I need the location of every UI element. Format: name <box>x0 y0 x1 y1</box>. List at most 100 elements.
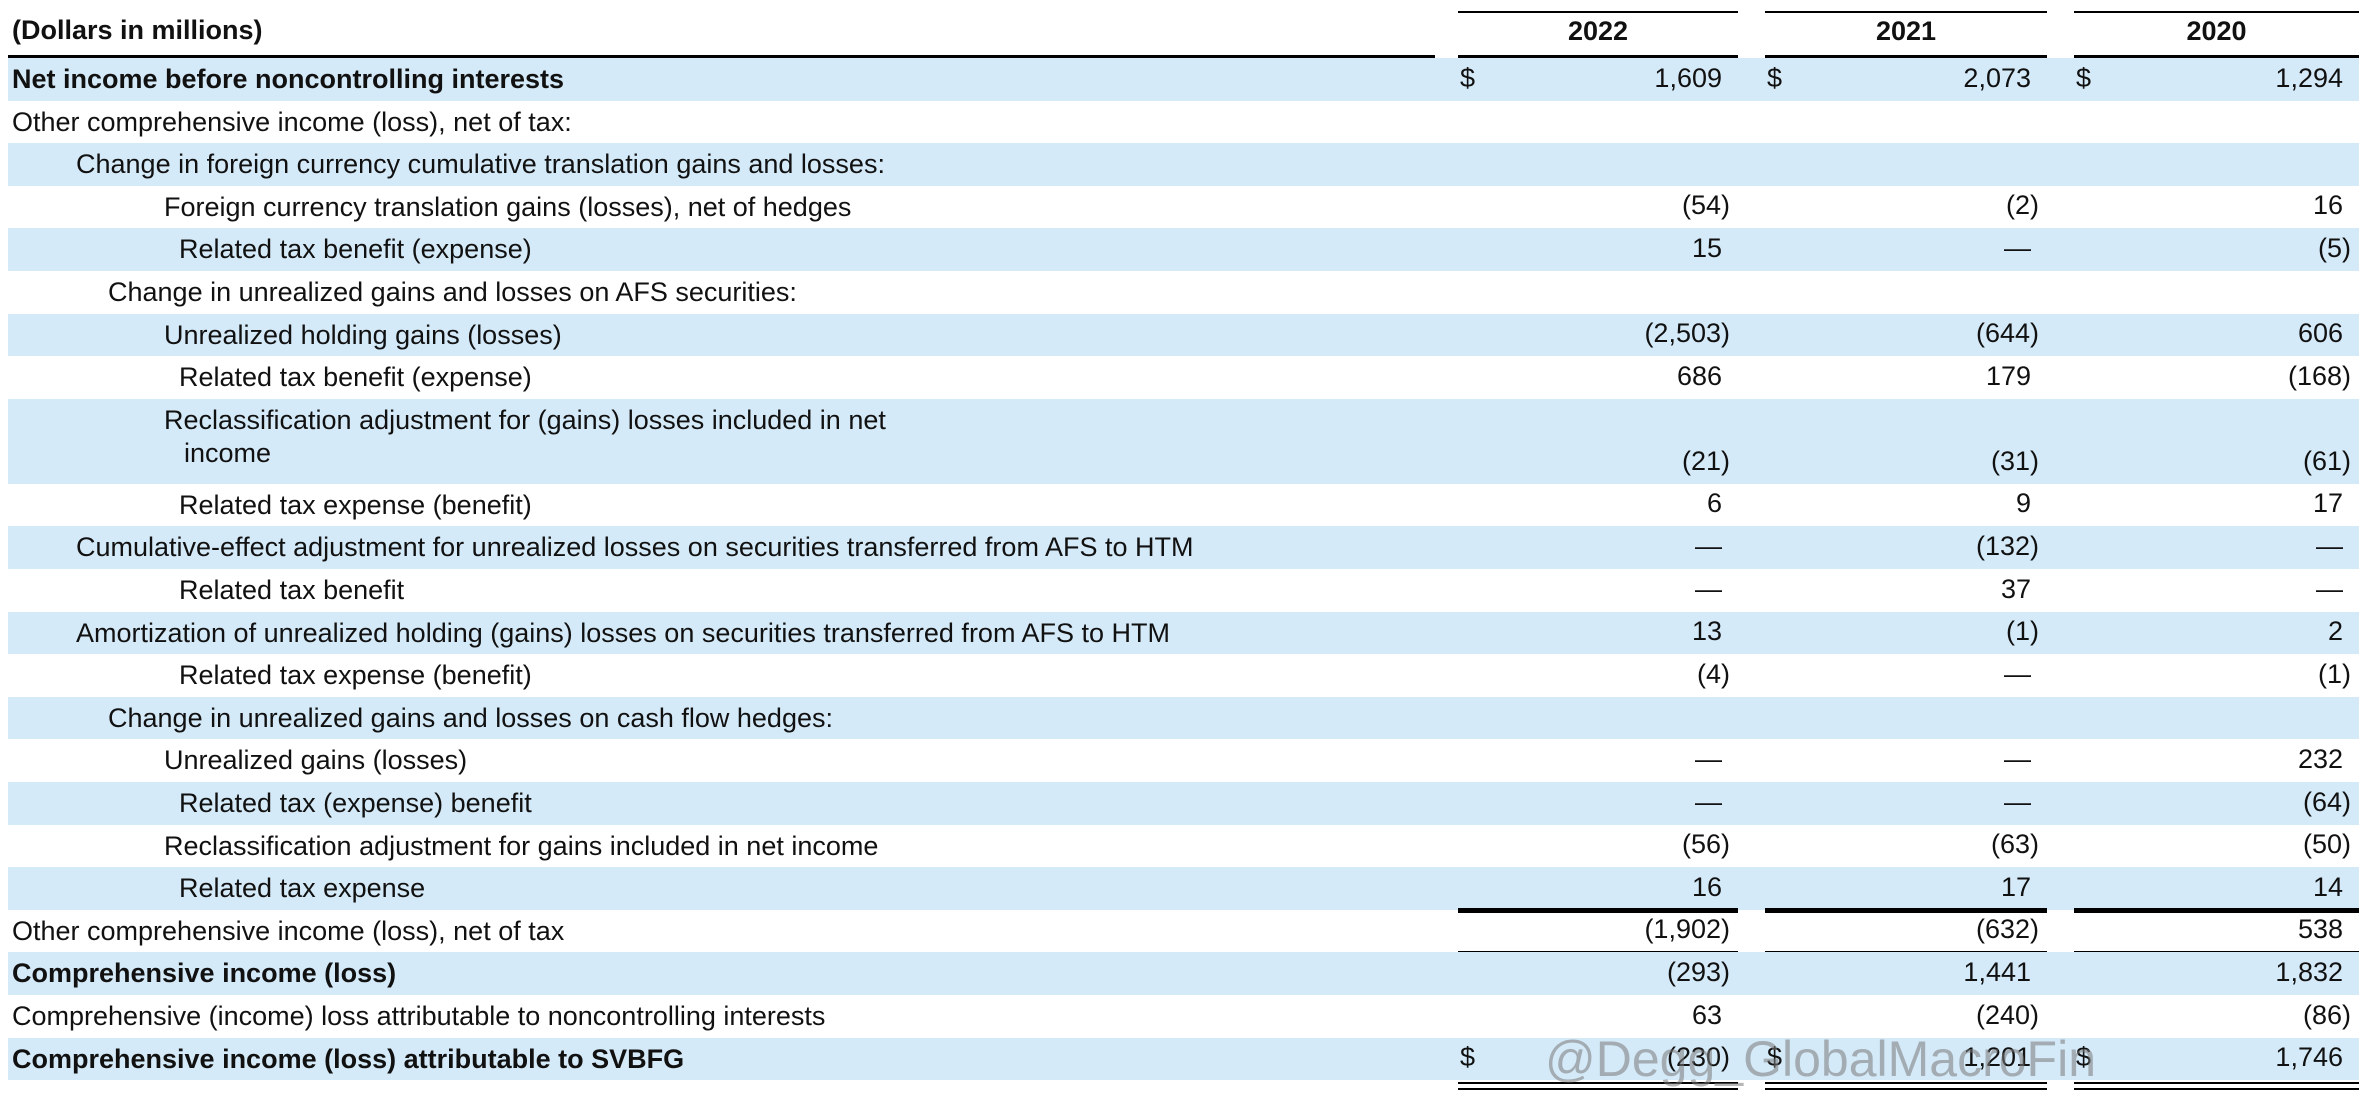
row-value: — <box>1695 786 1722 817</box>
row-label: Net income before noncontrolling interes… <box>12 64 565 94</box>
row-value: 538 <box>2297 914 2343 945</box>
row-value: — <box>1695 531 1722 561</box>
row-label: Comprehensive income (loss) attributable… <box>12 1043 685 1074</box>
row-label: Change in unrealized gains and losses on… <box>108 702 833 733</box>
row-value: (61) <box>2302 445 2351 476</box>
row-value: (4) <box>1697 658 1730 689</box>
row-value: — <box>1695 573 1722 604</box>
row-value: (1) <box>2318 658 2351 689</box>
row-value: (63) <box>1990 829 2039 860</box>
row-value: — <box>2004 658 2031 689</box>
row-value: 686 <box>1676 360 1722 391</box>
row-value: (632) <box>1975 914 2039 945</box>
double-rule <box>1458 1082 1738 1085</box>
row-label: Related tax expense <box>179 873 426 904</box>
row-value: 1,832 <box>2275 957 2343 987</box>
row-value: (644) <box>1975 318 2039 349</box>
header-top-rule <box>1765 11 2047 13</box>
row-value: (168) <box>2287 360 2351 391</box>
row-value: (1) <box>2006 616 2039 647</box>
currency-sign: $ <box>1767 62 1783 93</box>
row-value: 15 <box>1691 233 1722 263</box>
row-value: (230) <box>1666 1042 1730 1073</box>
row-value: (64) <box>2302 786 2351 817</box>
header-rule <box>1765 55 2047 58</box>
row-value: (56) <box>1681 829 1730 860</box>
header-rule <box>2074 55 2359 58</box>
row-label: Change in foreign currency cumulative tr… <box>76 149 885 180</box>
table-row <box>8 398 2359 484</box>
watermark: @Degg_GlobalMacroFin <box>1545 1031 2097 1088</box>
row-label: Related tax (expense) benefit <box>179 788 532 818</box>
double-rule <box>1765 1088 2047 1091</box>
row-value: 1,441 <box>1963 957 2031 987</box>
table-row <box>8 526 2359 569</box>
header-rule <box>8 55 1435 58</box>
row-label: Reclassification adjustment for (gains) … <box>164 404 886 435</box>
table-row <box>8 1037 2359 1081</box>
row-value: (5) <box>2318 233 2351 263</box>
row-value: 2 <box>2327 616 2343 647</box>
row-value: 1,746 <box>2275 1042 2343 1073</box>
table-row <box>8 696 2359 740</box>
row-value: 17 <box>2000 871 2031 902</box>
row-label: Other comprehensive income (loss), net o… <box>12 106 572 137</box>
currency-sign: $ <box>1767 1042 1783 1073</box>
double-rule <box>2074 1082 2359 1085</box>
row-value: (50) <box>2302 829 2351 860</box>
row-value: 63 <box>1691 999 1722 1030</box>
table-row <box>8 143 2359 186</box>
total-rule <box>1765 907 2047 913</box>
row-label: Unrealized holding gains (losses) <box>164 319 562 350</box>
year-header: 2020 <box>2186 16 2247 46</box>
currency-sign: $ <box>2076 62 2092 93</box>
row-label: Cumulative-effect adjustment for unreali… <box>76 532 1194 563</box>
row-label: Reclassification adjustment for gains in… <box>164 830 879 861</box>
row-value: (1,902) <box>1644 914 1730 945</box>
row-value: 1,201 <box>1963 1042 2031 1073</box>
double-rule <box>2074 1088 2359 1091</box>
table-row <box>8 313 2359 357</box>
row-value: (240) <box>1975 999 2039 1030</box>
table-row <box>8 58 2359 101</box>
row-label: Related tax benefit <box>179 575 405 605</box>
row-label: Related tax expense (benefit) <box>179 660 532 691</box>
row-label: Comprehensive (income) loss attributable… <box>12 1001 826 1031</box>
currency-sign: $ <box>1460 62 1476 93</box>
row-value: 9 <box>2015 488 2031 519</box>
row-value: (54) <box>1681 190 1730 221</box>
row-value: — <box>2004 233 2031 263</box>
row-value: (293) <box>1666 957 1730 987</box>
row-value: (31) <box>1990 445 2039 476</box>
double-rule <box>1458 1088 1738 1091</box>
currency-sign: $ <box>1460 1042 1476 1073</box>
year-header: 2022 <box>1567 16 1629 46</box>
row-value: 179 <box>1985 360 2031 391</box>
row-value: 232 <box>2297 744 2343 774</box>
double-rule <box>1765 1082 2047 1085</box>
row-label: Related tax benefit (expense) <box>179 234 532 265</box>
row-value: 6 <box>1706 488 1722 519</box>
row-value: 2,073 <box>1963 62 2031 93</box>
row-value: 16 <box>1691 871 1722 902</box>
row-value: 16 <box>2312 190 2343 221</box>
row-value: 606 <box>2297 318 2343 349</box>
total-rule <box>2074 907 2359 913</box>
row-label: Amortization of unrealized holding (gain… <box>76 617 1170 648</box>
row-label: Related tax expense (benefit) <box>179 489 532 520</box>
header-top-rule <box>1458 11 1738 13</box>
row-value: 17 <box>2312 488 2343 519</box>
row-value: 37 <box>2000 573 2031 604</box>
table-row <box>8 952 2359 995</box>
row-value: — <box>2004 786 2031 817</box>
row-value: — <box>2316 531 2343 561</box>
table-row <box>8 867 2359 910</box>
row-value: — <box>2316 573 2343 604</box>
table-row <box>8 611 2359 655</box>
row-label: Other comprehensive income (loss), net o… <box>12 915 565 946</box>
row-value: 14 <box>2312 871 2343 902</box>
row-value: 1,294 <box>2275 62 2343 93</box>
row-value: (132) <box>1975 531 2039 561</box>
row-label: Related tax benefit (expense) <box>179 362 532 393</box>
